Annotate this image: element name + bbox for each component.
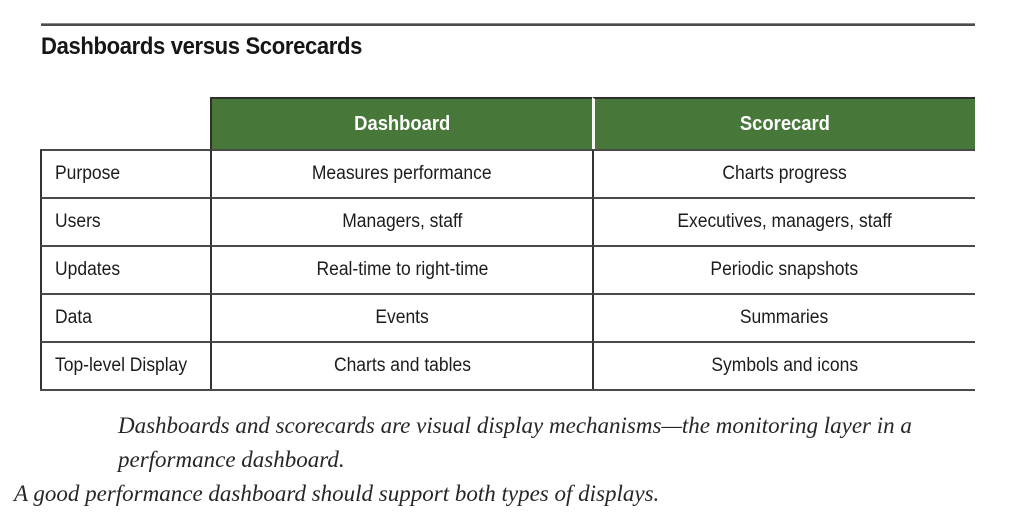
row-label-text: Purpose [55, 163, 121, 184]
cell-top-level-display-dashboard: Charts and tables [210, 341, 592, 389]
row-label-data: Data [40, 293, 210, 341]
cell-text: Measures performance [312, 163, 492, 184]
cell-top-level-display-scorecard: Symbols and icons [592, 341, 975, 389]
row-label-users: Users [40, 197, 210, 245]
cell-text: Events [375, 307, 429, 328]
row-label-text: Top-level Display [55, 355, 188, 376]
row-label-text: Updates [55, 259, 121, 280]
table-header-dashboard-label: Dashboard [353, 112, 451, 135]
caption-line-1: Dashboards and scorecards are visual dis… [118, 413, 912, 472]
cell-purpose-scorecard: Charts progress [592, 149, 975, 197]
table-header-dashboard: Dashboard [210, 97, 592, 149]
table-header-scorecard: Scorecard [592, 97, 975, 149]
figure-caption: Dashboards and scorecards are visual dis… [14, 409, 1004, 511]
figure-title-text: Dashboards versus Scorecards [41, 33, 363, 60]
cell-data-scorecard: Summaries [592, 293, 975, 341]
cell-text: Real-time to right-time [316, 259, 488, 280]
cell-text: Charts progress [722, 163, 847, 184]
table-header-scorecard-label: Scorecard [739, 112, 831, 135]
cell-updates-scorecard: Periodic snapshots [592, 245, 975, 293]
row-label-updates: Updates [40, 245, 210, 293]
cell-text: Symbols and icons [711, 355, 858, 376]
cell-users-scorecard: Executives, managers, staff [592, 197, 975, 245]
cell-updates-dashboard: Real-time to right-time [210, 245, 592, 293]
figure-title: Dashboards versus Scorecards [41, 33, 390, 61]
caption-line-2: A good performance dashboard should supp… [14, 481, 660, 506]
row-label-top-level-display: Top-level Display [40, 341, 210, 389]
cell-text: Executives, managers, staff [677, 211, 892, 232]
cell-users-dashboard: Managers, staff [210, 197, 592, 245]
cell-text: Summaries [740, 307, 829, 328]
comparison-table: Dashboard Scorecard Purpose Measures per… [40, 97, 975, 391]
cell-data-dashboard: Events [210, 293, 592, 341]
cell-text: Managers, staff [341, 211, 463, 232]
row-label-text: Users [55, 211, 101, 232]
row-label-purpose: Purpose [40, 149, 210, 197]
table-header-stub [40, 97, 210, 149]
top-rule-divider [41, 23, 975, 26]
cell-text: Periodic snapshots [710, 259, 859, 280]
cell-text: Charts and tables [333, 355, 471, 376]
row-label-text: Data [55, 307, 92, 328]
cell-purpose-dashboard: Measures performance [210, 149, 592, 197]
